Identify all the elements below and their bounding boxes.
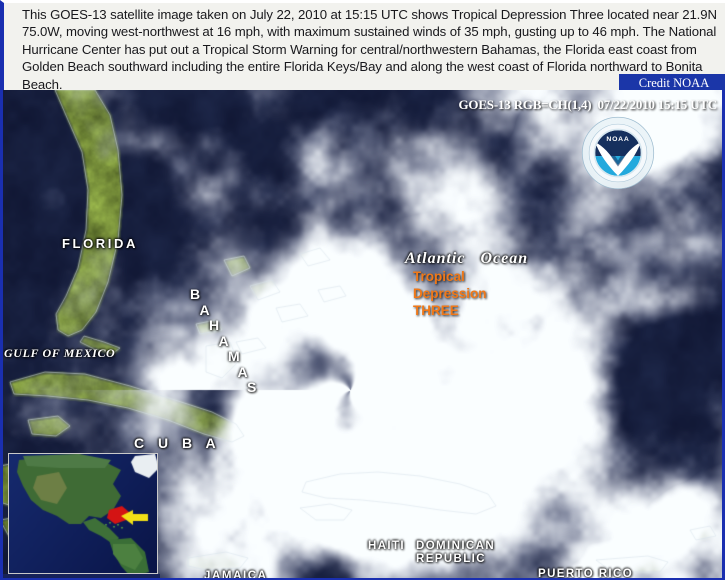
noaa-logo-text: NOAA [606,136,629,143]
frame-left-border [0,90,3,580]
satellite-image: GOES-13 RGB=CH(1,4) 07/22/2010 15:15 UTC… [0,90,725,580]
satellite-header-text: GOES-13 RGB=CH(1,4) 07/22/2010 15:15 UTC [458,97,718,112]
frame-right-border [722,90,725,580]
caption-text: This GOES-13 satellite image taken on Ju… [22,7,717,90]
inset-map-canvas [9,454,157,573]
caption-block: This GOES-13 satellite image taken on Ju… [0,0,725,90]
credit-banner: Credit NOAA [619,74,725,90]
noaa-seal-icon: NOAA [581,116,655,190]
frame-bottom-border [0,578,725,580]
geographical-reference-inset [8,453,158,574]
